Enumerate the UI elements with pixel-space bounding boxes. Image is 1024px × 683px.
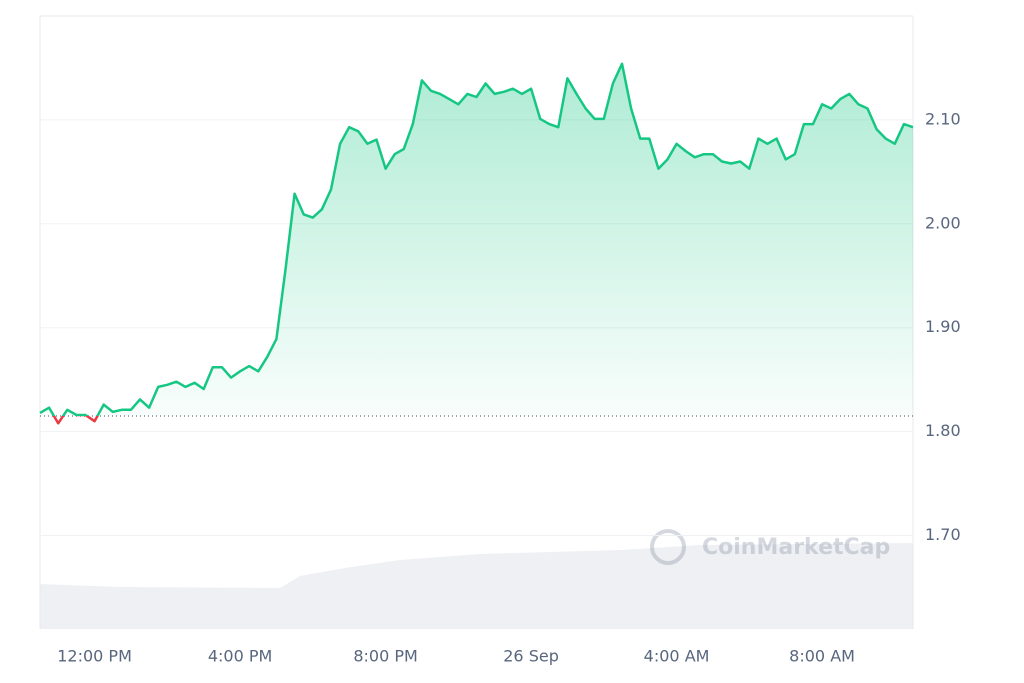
y-tick-label: 2.10 [925, 109, 961, 128]
volume-area [40, 543, 913, 629]
y-tick-label: 1.70 [925, 525, 961, 544]
price-line [39, 62, 914, 417]
y-tick-label: 1.80 [925, 421, 961, 440]
y-tick-label: 1.90 [925, 317, 961, 336]
y-tick-label: 2.00 [925, 213, 961, 232]
watermark: CoinMarketCap [650, 529, 890, 565]
watermark-logo [650, 529, 686, 565]
area [40, 63, 913, 417]
x-tick-label: 4:00 AM [644, 647, 710, 666]
x-tick-label: 4:00 PM [208, 647, 272, 666]
watermark-text: CoinMarketCap [702, 535, 890, 560]
x-tick-label: 8:00 PM [353, 647, 417, 666]
x-tick-label: 8:00 AM [789, 647, 855, 666]
x-tick-label: 12:00 PM [57, 647, 132, 666]
x-tick-label: 26 Sep [503, 647, 559, 666]
